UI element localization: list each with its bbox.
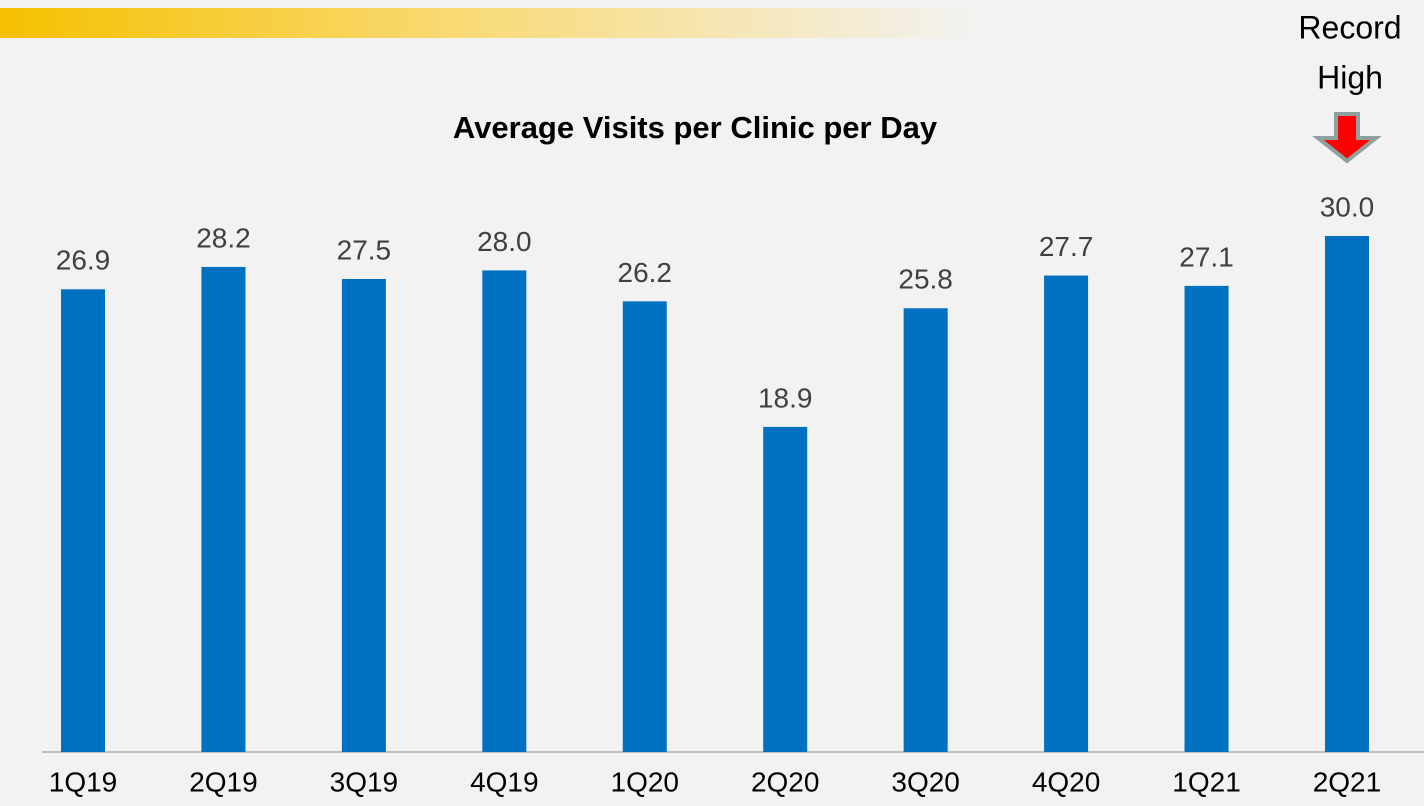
bar [61, 289, 105, 752]
data-label: 28.0 [477, 226, 532, 257]
bar [1184, 285, 1229, 752]
annotation: Record [1298, 9, 1401, 45]
bar [482, 270, 527, 752]
x-tick-label: 1Q20 [611, 766, 680, 797]
data-label: 27.7 [1039, 231, 1094, 262]
bar [341, 279, 386, 752]
arrow [1312, 112, 1382, 164]
bar [1044, 275, 1089, 752]
data-label: 27.1 [1179, 241, 1234, 272]
data-label: 26.2 [618, 257, 673, 288]
bar [622, 301, 667, 752]
bar [763, 426, 808, 752]
annotation: High [1317, 59, 1383, 95]
data-label: 25.8 [898, 264, 953, 295]
x-tick-label: 2Q19 [189, 766, 258, 797]
data-label: 27.5 [337, 234, 392, 265]
data-label: 28.2 [196, 222, 251, 253]
bar [1324, 236, 1369, 752]
x-tick-label: 1Q19 [49, 766, 118, 797]
x-tick-label: 4Q19 [470, 766, 539, 797]
data-label: 30.0 [1320, 191, 1375, 222]
data-label: 26.9 [56, 245, 111, 276]
bar [201, 266, 246, 752]
data-label: 18.9 [758, 382, 813, 413]
x-tick-label: 2Q21 [1313, 766, 1382, 797]
x-tick-label: 3Q19 [330, 766, 399, 797]
x-tick-label: 4Q20 [1032, 766, 1101, 797]
x-tick-label: 3Q20 [891, 766, 960, 797]
chart-title: Average Visits per Clinic per Day [453, 110, 938, 145]
header-band [0, 8, 980, 38]
x-tick-label: 2Q20 [751, 766, 820, 797]
bar [903, 308, 948, 752]
x-tick-label: 1Q21 [1172, 766, 1241, 797]
